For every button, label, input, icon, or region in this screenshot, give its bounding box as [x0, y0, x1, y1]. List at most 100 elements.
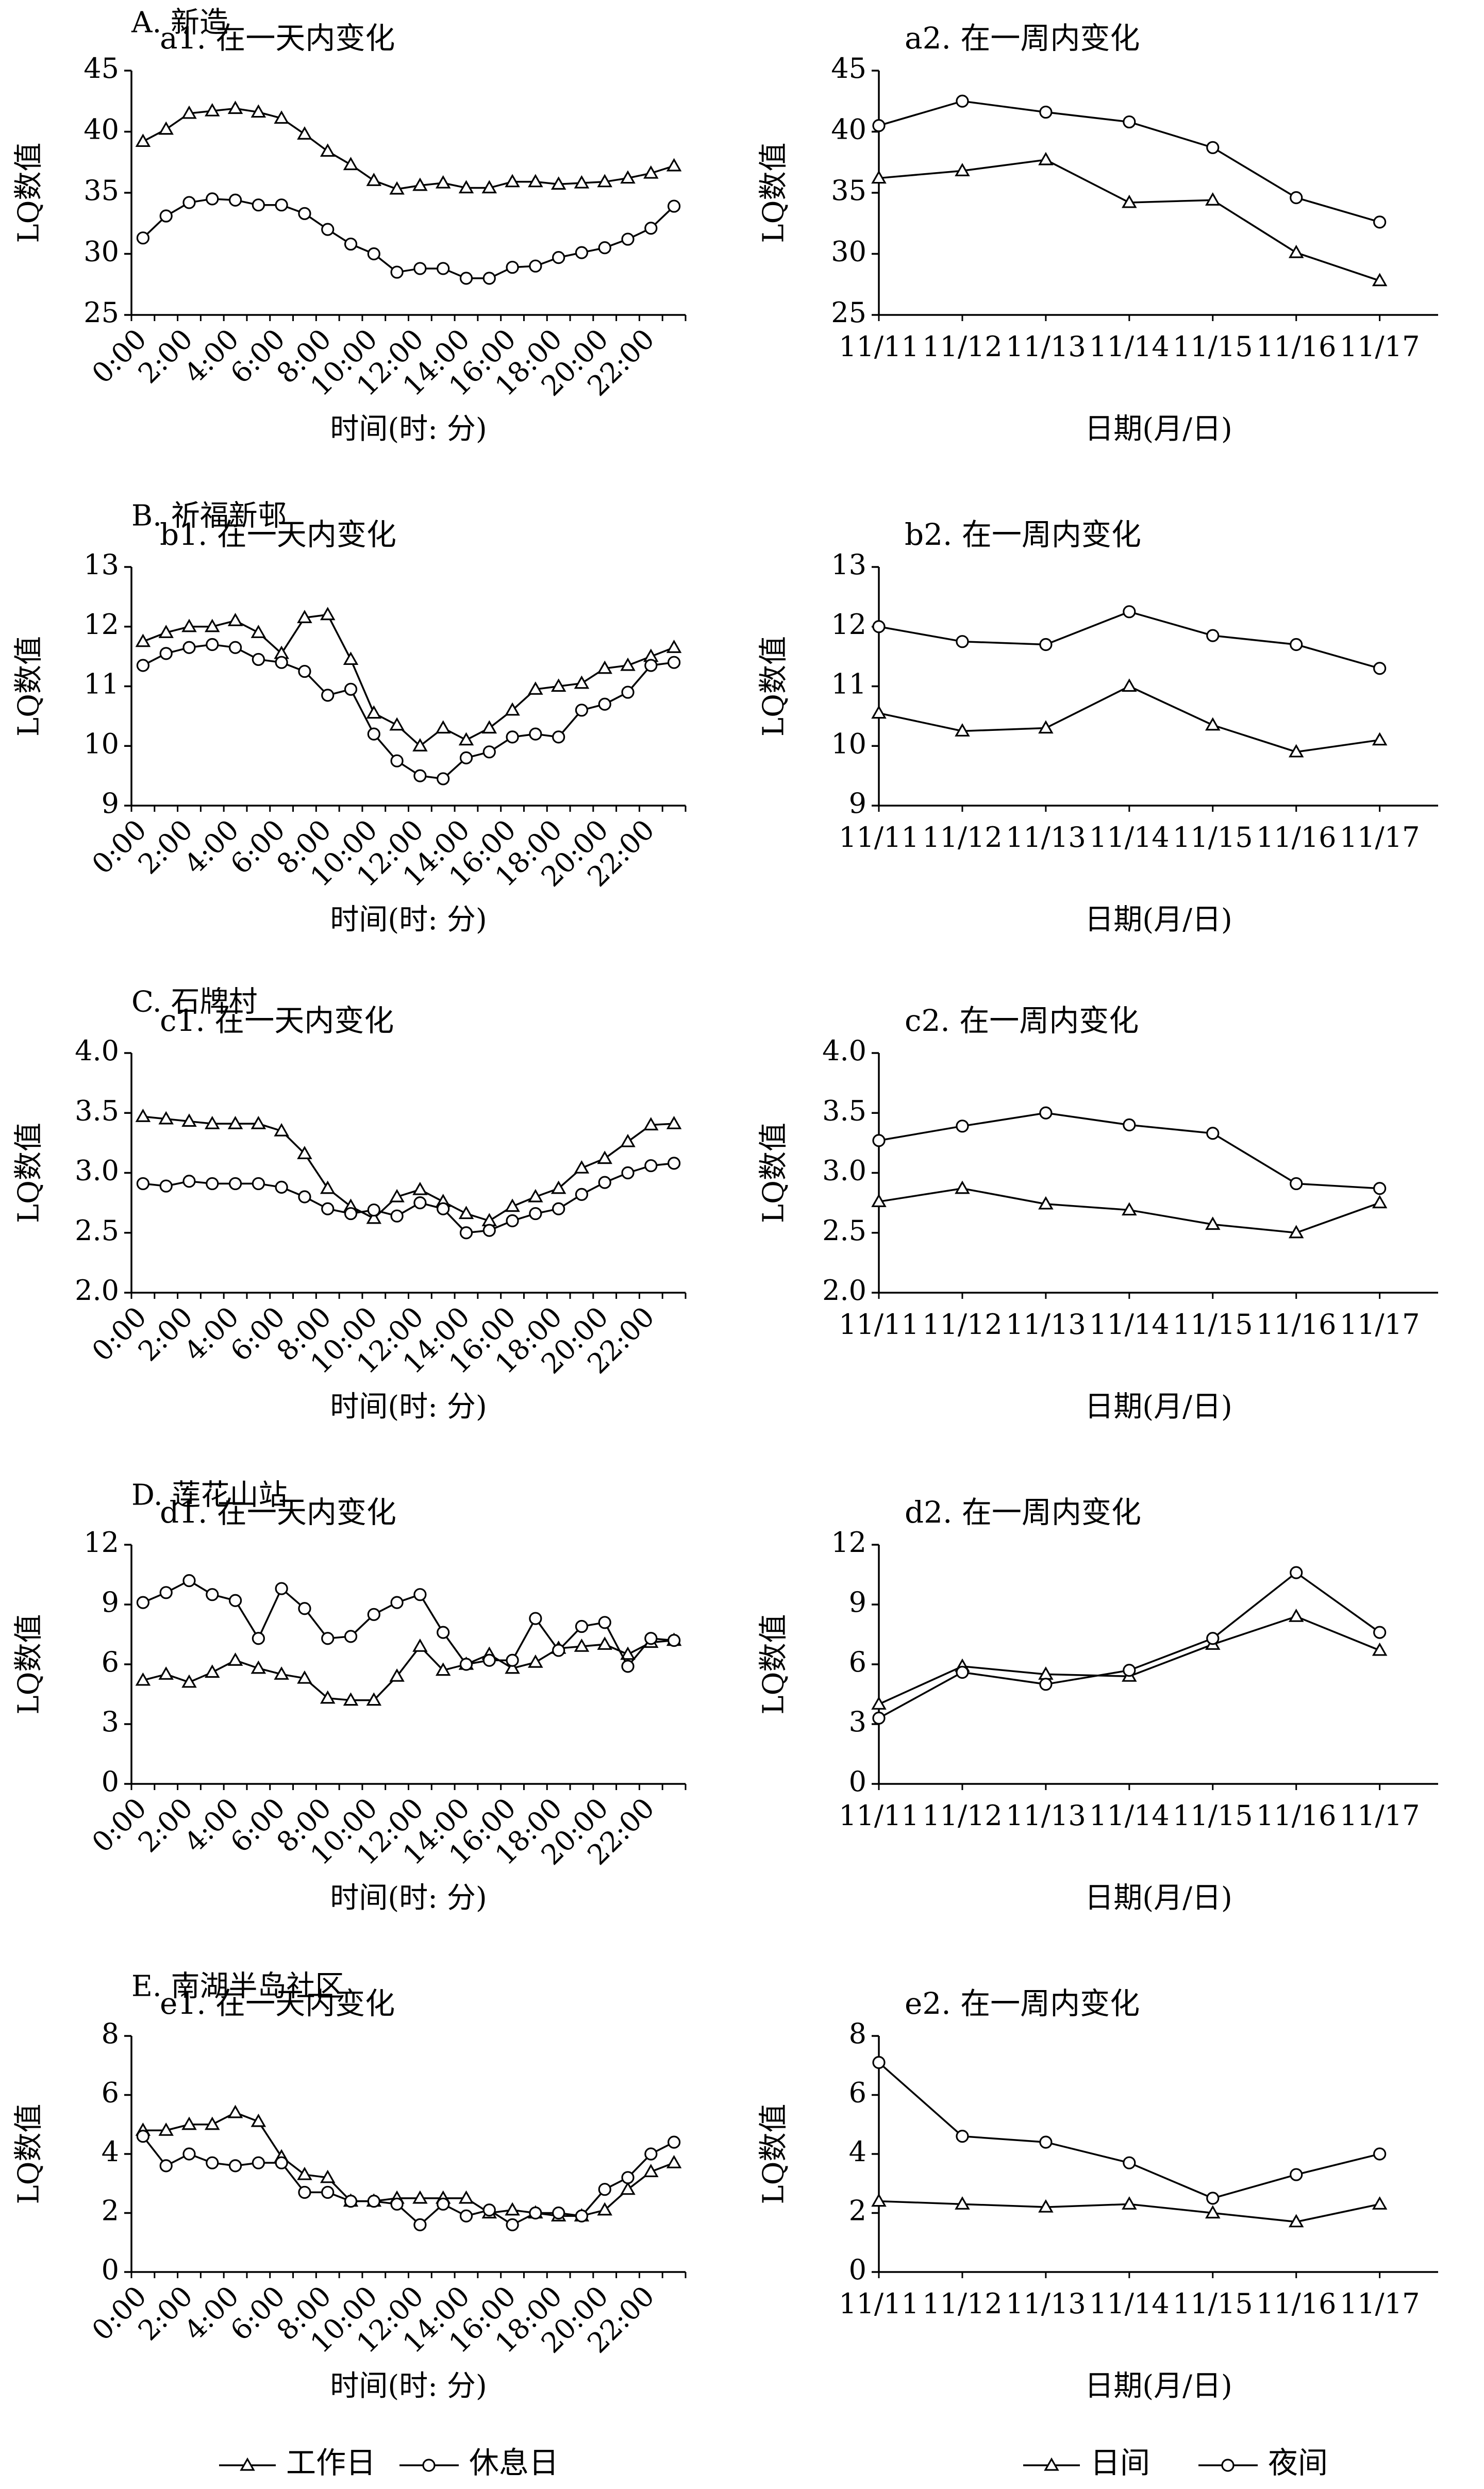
data-point: [956, 635, 969, 648]
y-tick-label: 0: [102, 2253, 119, 2286]
legend-week: 日间 夜间: [1023, 2445, 1328, 2480]
y-tick-label: 3: [102, 1706, 119, 1738]
data-point: [182, 196, 196, 209]
data-point: [1372, 1642, 1388, 1656]
data-point: [181, 619, 197, 632]
data-point: [1290, 1177, 1303, 1191]
data-point: [1039, 638, 1053, 652]
x-axis-label: 日期(月/日): [1085, 1390, 1232, 1424]
x-tick-label: 11/17: [1340, 1308, 1420, 1341]
data-point: [252, 653, 265, 666]
y-tick-label: 12: [84, 1526, 119, 1559]
data-point: [412, 177, 428, 191]
y-tick-label: 11: [831, 668, 866, 700]
data-point: [205, 103, 220, 116]
data-point: [955, 1180, 970, 1194]
data-point: [1373, 215, 1387, 229]
x-tick-label: 11/15: [1173, 330, 1253, 363]
data-point: [321, 223, 335, 236]
series-line: [142, 1579, 674, 1668]
data-point: [1288, 1225, 1304, 1239]
data-point: [228, 1594, 242, 1607]
data-point: [135, 1672, 151, 1686]
data-point: [597, 1150, 612, 1164]
y-tick-label: 30: [831, 236, 866, 268]
series-line: [878, 685, 1380, 753]
series-night: [872, 94, 1387, 229]
data-point: [871, 1696, 887, 1710]
data-point: [367, 727, 380, 741]
series-workday: [135, 101, 682, 195]
series-night: [872, 1566, 1387, 1725]
data-point: [344, 682, 358, 696]
data-point: [275, 198, 288, 212]
data-point: [298, 1602, 311, 1615]
data-point: [551, 176, 566, 190]
data-point: [344, 2195, 358, 2208]
data-point: [252, 1632, 265, 1645]
data-point: [275, 1180, 288, 1194]
legend-marker-daytime: [1044, 2457, 1059, 2471]
x-axis-label: 日期(月/日): [1085, 2369, 1232, 2403]
series-line: [142, 107, 675, 190]
data-point: [298, 664, 311, 678]
data-point: [1122, 2196, 1137, 2210]
y-tick-label: 8: [849, 2017, 866, 2050]
data-point: [872, 1134, 886, 1147]
data-point: [412, 1181, 428, 1195]
y-axis-label: LQ数值: [757, 2103, 791, 2204]
data-point: [252, 2156, 265, 2169]
data-point: [1123, 1118, 1136, 1132]
x-axis-label: 时间(时: 分): [330, 1881, 487, 1915]
series-line: [142, 2135, 675, 2226]
series-line: [142, 643, 674, 780]
data-point: [367, 1203, 380, 1217]
data-point: [435, 1662, 451, 1676]
x-tick-label: 11/14: [1089, 2287, 1170, 2320]
y-tick-label: 6: [102, 2077, 119, 2109]
data-point: [458, 1206, 474, 1220]
x-tick-label: 11/14: [1089, 1308, 1170, 1341]
y-axis-label: LQ数值: [757, 1123, 791, 1223]
y-tick-label: 25: [831, 296, 866, 329]
data-point: [344, 1207, 358, 1221]
data-point: [181, 2116, 197, 2130]
chart-title: b1. 在一天内变化: [160, 517, 396, 552]
data-point: [159, 2159, 173, 2173]
data-point: [136, 2130, 149, 2143]
data-point: [298, 2185, 311, 2199]
data-point: [412, 2190, 428, 2204]
chart-title: c1. 在一天内变化: [160, 1003, 394, 1038]
x-tick-label: 11/16: [1256, 330, 1337, 363]
data-point: [481, 180, 497, 194]
chart-title: c2. 在一周内变化: [905, 1003, 1139, 1038]
chart-title: e2. 在一周内变化: [905, 1986, 1140, 2021]
data-point: [228, 2159, 242, 2173]
data-point: [1039, 1106, 1053, 1120]
data-point: [252, 198, 265, 212]
y-tick-label: 3.0: [822, 1155, 866, 1187]
y-tick-label: 4.0: [75, 1034, 119, 1067]
data-point: [598, 697, 611, 711]
data-point: [644, 2147, 658, 2161]
y-axis-label: LQ数值: [757, 636, 791, 737]
data-point: [1290, 1566, 1303, 1579]
data-point: [366, 1692, 382, 1706]
y-tick-label: 6: [849, 2077, 866, 2109]
chart-title: d1. 在一天内变化: [160, 1495, 396, 1530]
data-point: [389, 1668, 405, 1682]
data-point: [506, 1214, 519, 1228]
x-tick-label: 11/17: [1340, 821, 1420, 854]
data-point: [552, 730, 565, 744]
x-tick-label: 11/12: [922, 2287, 1003, 2320]
data-point: [413, 1196, 427, 1210]
x-tick-label: 11/14: [1089, 1799, 1170, 1832]
data-point: [320, 2169, 336, 2183]
data-point: [206, 192, 219, 206]
data-point: [1122, 678, 1137, 692]
data-point: [390, 1209, 404, 1223]
y-tick-label: 25: [84, 296, 119, 329]
data-point: [320, 607, 336, 621]
